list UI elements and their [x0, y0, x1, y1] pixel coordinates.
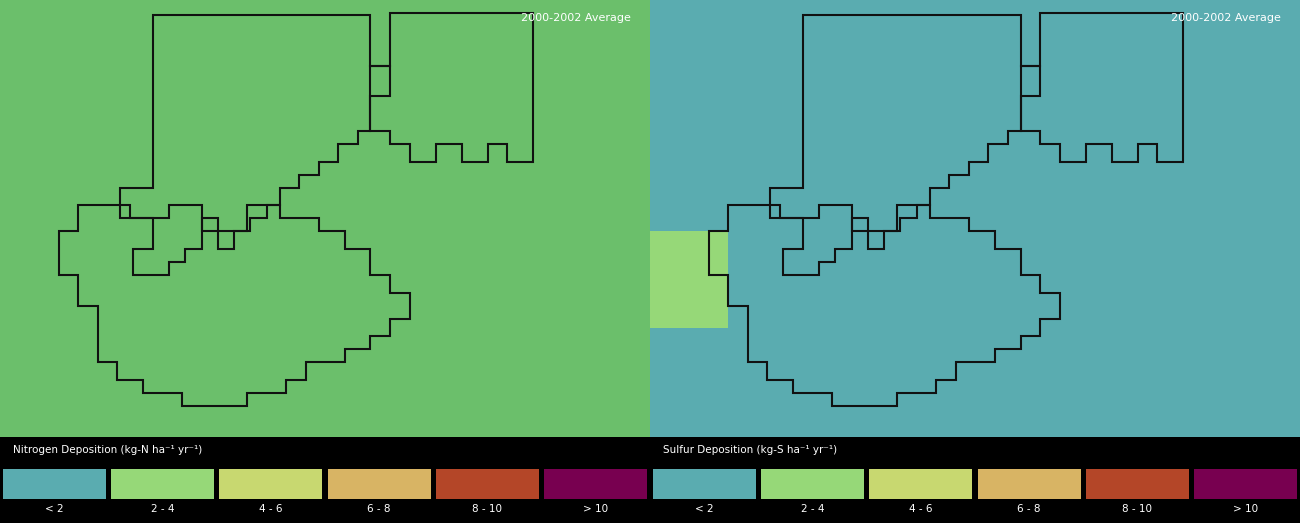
Bar: [328, 470, 430, 499]
Text: 2000-2002 Average: 2000-2002 Average: [1170, 13, 1280, 23]
Bar: [760, 470, 865, 499]
Text: 2000-2002 Average: 2000-2002 Average: [520, 13, 630, 23]
Bar: [1195, 470, 1297, 499]
Text: 4 - 6: 4 - 6: [909, 504, 932, 515]
Bar: [978, 470, 1080, 499]
Bar: [220, 470, 322, 499]
Bar: [653, 470, 755, 499]
Bar: [1086, 470, 1190, 499]
Text: < 2: < 2: [46, 504, 64, 515]
Text: > 10: > 10: [584, 504, 608, 515]
Bar: [545, 470, 647, 499]
Text: 8 - 10: 8 - 10: [472, 504, 503, 515]
Text: < 2: < 2: [696, 504, 714, 515]
Bar: [111, 470, 214, 499]
FancyBboxPatch shape: [650, 232, 728, 327]
Text: 8 - 10: 8 - 10: [1122, 504, 1153, 515]
Text: 2 - 4: 2 - 4: [801, 504, 824, 515]
Text: Sulfur Deposition (kg-S ha⁻¹ yr⁻¹): Sulfur Deposition (kg-S ha⁻¹ yr⁻¹): [663, 445, 837, 456]
Text: Nitrogen Deposition (kg-N ha⁻¹ yr⁻¹): Nitrogen Deposition (kg-N ha⁻¹ yr⁻¹): [13, 445, 203, 456]
Bar: [870, 470, 972, 499]
Bar: [436, 470, 540, 499]
Text: 6 - 8: 6 - 8: [1018, 504, 1041, 515]
Text: > 10: > 10: [1234, 504, 1258, 515]
Text: 4 - 6: 4 - 6: [259, 504, 282, 515]
Text: 2 - 4: 2 - 4: [151, 504, 174, 515]
Text: 6 - 8: 6 - 8: [368, 504, 391, 515]
Bar: [3, 470, 105, 499]
